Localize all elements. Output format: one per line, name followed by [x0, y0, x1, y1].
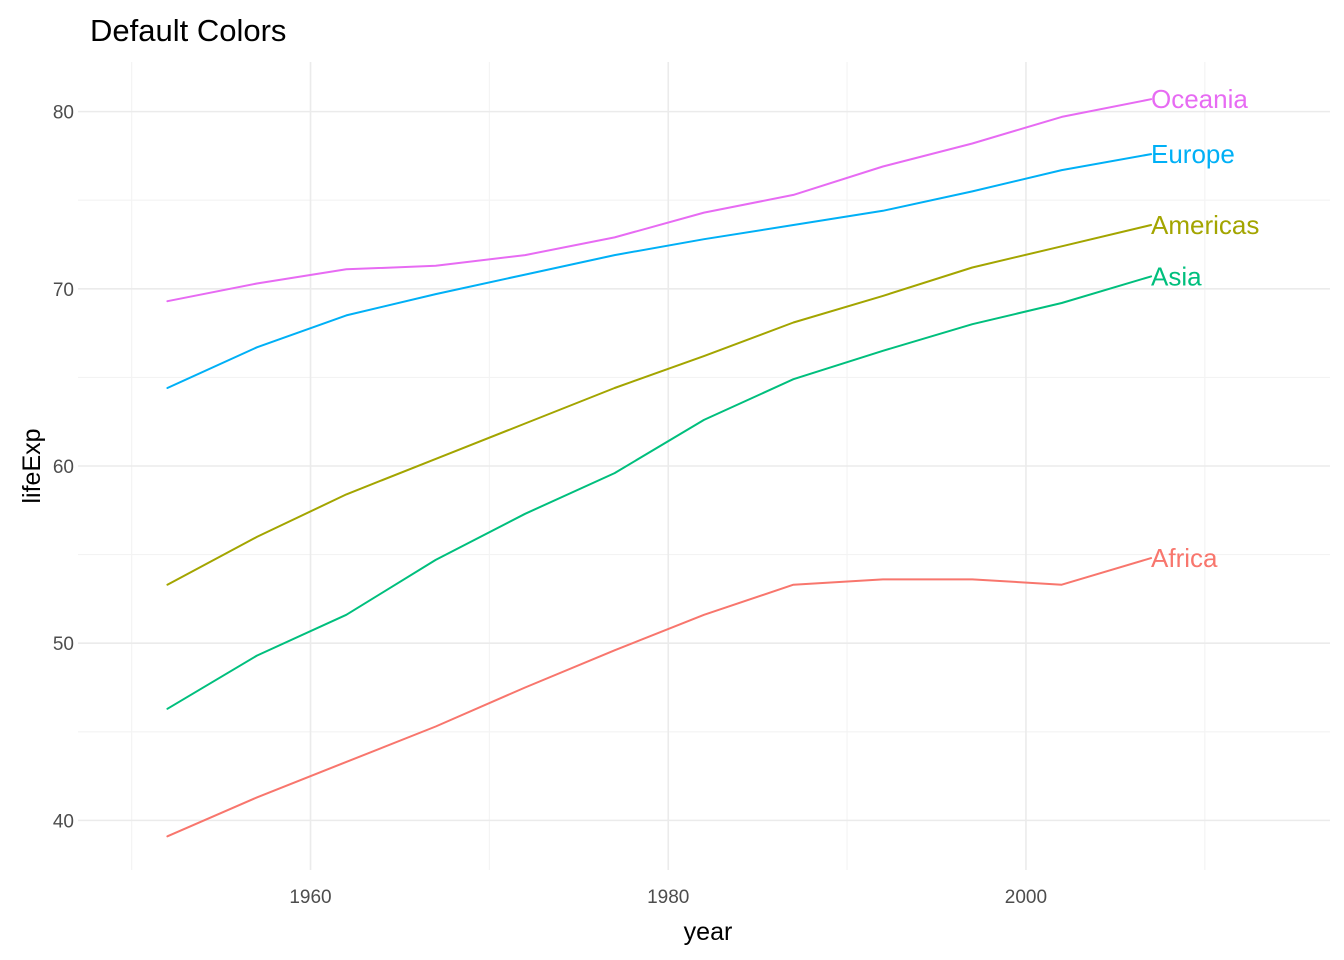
series-line-europe [166, 153, 1153, 389]
series-labels: Africa Americas Asia Europe Oceania [1151, 84, 1259, 573]
y-axis-tick-labels: 40 50 60 70 80 [53, 103, 74, 833]
y-axis-title: lifeExp [18, 428, 46, 503]
series-lines [166, 98, 1153, 838]
y-tick-label: 80 [53, 103, 74, 124]
y-tick-label: 70 [53, 280, 74, 301]
y-tick-label: 50 [53, 634, 74, 655]
series-line-americas [166, 224, 1153, 586]
x-tick-label: 1980 [647, 887, 689, 908]
series-label-africa: Africa [1151, 543, 1218, 573]
chart-title: Default Colors [90, 13, 286, 48]
series-line-asia [166, 275, 1153, 710]
series-line-africa [166, 557, 1153, 838]
x-axis-tick-labels: 1960 1980 2000 [289, 887, 1047, 908]
x-tick-label: 2000 [1005, 887, 1047, 908]
y-tick-label: 40 [53, 811, 74, 832]
series-label-oceania: Oceania [1151, 84, 1248, 114]
y-tick-label: 60 [53, 457, 74, 478]
series-label-europe: Europe [1151, 139, 1235, 169]
series-label-americas: Americas [1151, 210, 1259, 240]
series-line-oceania [166, 98, 1153, 303]
minor-gridlines [78, 62, 1330, 870]
series-label-asia: Asia [1151, 261, 1202, 291]
x-tick-label: 1960 [289, 887, 331, 908]
major-gridlines [78, 62, 1330, 870]
x-axis-title: year [684, 918, 733, 946]
